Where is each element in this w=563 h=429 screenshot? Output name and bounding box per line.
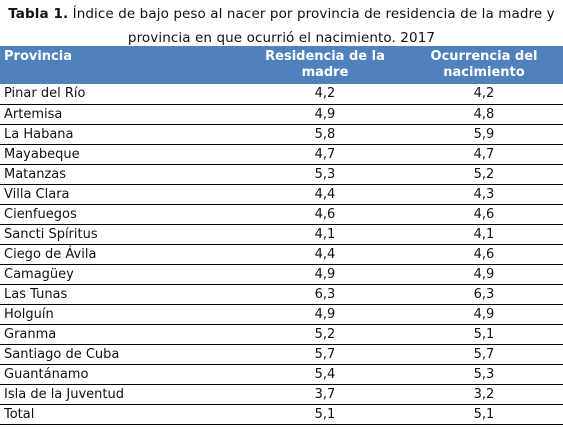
table-row: Cienfuegos 4,6 4,6 [0,204,563,225]
cell-provincia: Villa Clara [0,184,245,205]
table-row: Total 5,1 5,1 [0,404,563,425]
cell-ocurrencia: 5,9 [405,124,563,145]
cell-residencia: 4,2 [245,84,405,105]
table-row: Camagüey 4,9 4,9 [0,264,563,285]
cell-ocurrencia: 4,9 [405,304,563,325]
cell-provincia: Mayabeque [0,144,245,165]
caption-text: Índice de bajo peso al nacer por provinc… [72,6,555,46]
cell-ocurrencia: 5,7 [405,344,563,365]
table-row: Holguín 4,9 4,9 [0,304,563,325]
table-row: Pinar del Río 4,2 4,2 [0,84,563,105]
cell-residencia: 3,7 [245,384,405,405]
cell-residencia: 4,1 [245,224,405,245]
header-residencia: Residencia de la madre [245,46,405,84]
table-row: Mayabeque 4,7 4,7 [0,144,563,165]
table-row: Sancti Spíritus 4,1 4,1 [0,224,563,245]
cell-ocurrencia: 5,3 [405,364,563,385]
cell-residencia: 4,7 [245,144,405,165]
table-row: Villa Clara 4,4 4,3 [0,184,563,205]
cell-provincia: Isla de la Juventud [0,384,245,405]
cell-residencia: 4,9 [245,104,405,125]
cell-provincia: Guantánamo [0,364,245,385]
cell-provincia: Santiago de Cuba [0,344,245,365]
cell-residencia: 4,9 [245,264,405,285]
cell-provincia: Artemisa [0,104,245,125]
cell-ocurrencia: 4,2 [405,84,563,105]
cell-ocurrencia: 5,2 [405,164,563,185]
cell-provincia: Matanzas [0,164,245,185]
cell-ocurrencia: 5,1 [405,324,563,345]
cell-ocurrencia: 4,6 [405,244,563,265]
cell-ocurrencia: 4,6 [405,204,563,225]
cell-provincia: Las Tunas [0,284,245,305]
cell-residencia: 6,3 [245,284,405,305]
cell-residencia: 4,4 [245,184,405,205]
cell-ocurrencia: 4,3 [405,184,563,205]
cell-residencia: 4,6 [245,204,405,225]
cell-ocurrencia: 5,1 [405,404,563,425]
caption-label: Tabla 1. [8,6,69,22]
cell-provincia: Ciego de Ávila [0,244,245,265]
table-row: La Habana 5,8 5,9 [0,124,563,145]
cell-residencia: 5,2 [245,324,405,345]
cell-ocurrencia: 4,9 [405,264,563,285]
header-row: Provincia Residencia de la madre Ocurren… [0,46,563,84]
cell-provincia: Pinar del Río [0,84,245,105]
cell-provincia: La Habana [0,124,245,145]
cell-residencia: 5,4 [245,364,405,385]
table-row: Granma 5,2 5,1 [0,324,563,345]
table-caption: Tabla 1. Índice de bajo peso al nacer po… [0,0,563,46]
cell-residencia: 5,8 [245,124,405,145]
table-body: Pinar del Río 4,2 4,2 Artemisa 4,9 4,8 La Haba… [0,84,563,425]
cell-ocurrencia: 4,8 [405,104,563,125]
table-row: Ciego de Ávila 4,4 4,6 [0,244,563,265]
cell-ocurrencia: 3,2 [405,384,563,405]
cell-ocurrencia: 6,3 [405,284,563,305]
cell-provincia: Holguín [0,304,245,325]
cell-residencia: 5,1 [245,404,405,425]
table-row: Isla de la Juventud 3,7 3,2 [0,384,563,405]
cell-residencia: 5,7 [245,344,405,365]
cell-residencia: 4,9 [245,304,405,325]
table-row: Guantánamo 5,4 5,3 [0,364,563,385]
table-row: Santiago de Cuba 5,7 5,7 [0,344,563,365]
cell-provincia: Cienfuegos [0,204,245,225]
cell-ocurrencia: 4,1 [405,224,563,245]
cell-provincia: Total [0,404,245,425]
cell-provincia: Sancti Spíritus [0,224,245,245]
data-table: Provincia Residencia de la madre Ocurren… [0,46,563,425]
table-row: Las Tunas 6,3 6,3 [0,284,563,305]
cell-ocurrencia: 4,7 [405,144,563,165]
header-ocurrencia: Ocurrencia del nacimiento [405,46,563,84]
table-row: Artemisa 4,9 4,8 [0,104,563,125]
cell-residencia: 4,4 [245,244,405,265]
table-row: Matanzas 5,3 5,2 [0,164,563,185]
cell-provincia: Camagüey [0,264,245,285]
cell-provincia: Granma [0,324,245,345]
cell-residencia: 5,3 [245,164,405,185]
header-provincia: Provincia [0,46,245,84]
